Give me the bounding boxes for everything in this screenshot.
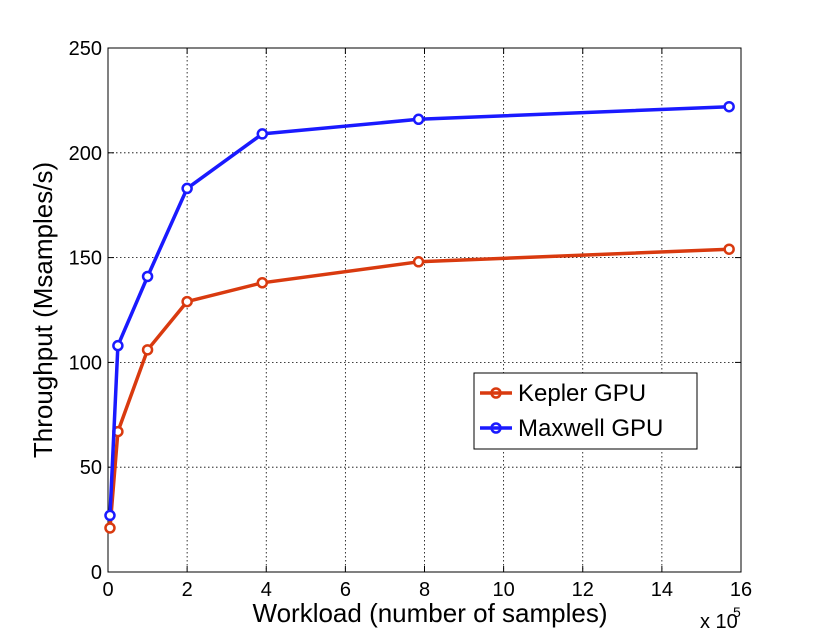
series-layer	[104, 100, 735, 534]
x-tick-label: 12	[572, 579, 594, 601]
data-point-maxwell-gpu	[412, 113, 425, 126]
data-point-kepler-gpu	[256, 277, 269, 289]
x-tick-label: 8	[419, 579, 430, 601]
y-tick-label: 50	[80, 457, 102, 479]
x-tick-label: 6	[340, 579, 351, 601]
x-tick-label: 2	[182, 579, 193, 601]
y-tick-label: 0	[91, 562, 102, 584]
grid-lines	[108, 48, 741, 572]
legend-marker-kepler	[490, 387, 502, 399]
series-kepler-gpu	[104, 243, 735, 534]
data-point-maxwell-gpu	[181, 182, 193, 195]
data-point-maxwell-gpu	[104, 509, 116, 522]
x-tick-label: 14	[651, 579, 673, 601]
data-point-maxwell-gpu	[256, 128, 269, 140]
y-tick-label: 150	[69, 248, 102, 270]
data-point-maxwell-gpu	[723, 100, 735, 113]
x-tick-label: 16	[730, 579, 752, 601]
data-point-maxwell-gpu	[112, 339, 124, 352]
y-tick-label: 100	[69, 352, 102, 374]
legend: Kepler GPU Maxwell GPU	[473, 372, 698, 450]
y-axis-title: Throughput (Msamples/s)	[28, 162, 58, 458]
axis-ticks: 0 2 4 6 8 10 12 14 16 0 50 100 150 200 250	[69, 38, 753, 601]
x-tick-label: 10	[493, 579, 515, 601]
y-tick-label: 200	[69, 143, 102, 165]
data-point-kepler-gpu	[104, 522, 116, 534]
legend-label-maxwell: Maxwell GPU	[518, 415, 663, 442]
legend-box	[473, 372, 698, 450]
data-point-kepler-gpu	[723, 243, 735, 255]
legend-label-kepler: Kepler GPU	[518, 380, 646, 407]
x-axis-title: Workload (number of samples)	[253, 598, 608, 628]
legend-marker-maxwell	[490, 422, 502, 434]
x-tick-label: 4	[261, 579, 272, 601]
x-axis-multiplier: x 10	[700, 611, 738, 633]
data-point-kepler-gpu	[412, 256, 425, 268]
data-point-maxwell-gpu	[141, 270, 154, 283]
x-axis-multiplier-exponent: 5	[733, 604, 741, 620]
series-maxwell-gpu	[104, 100, 735, 522]
x-tick-label: 0	[102, 579, 113, 601]
y-tick-label: 250	[69, 38, 102, 60]
data-point-kepler-gpu	[141, 344, 154, 356]
data-point-kepler-gpu	[181, 295, 193, 308]
